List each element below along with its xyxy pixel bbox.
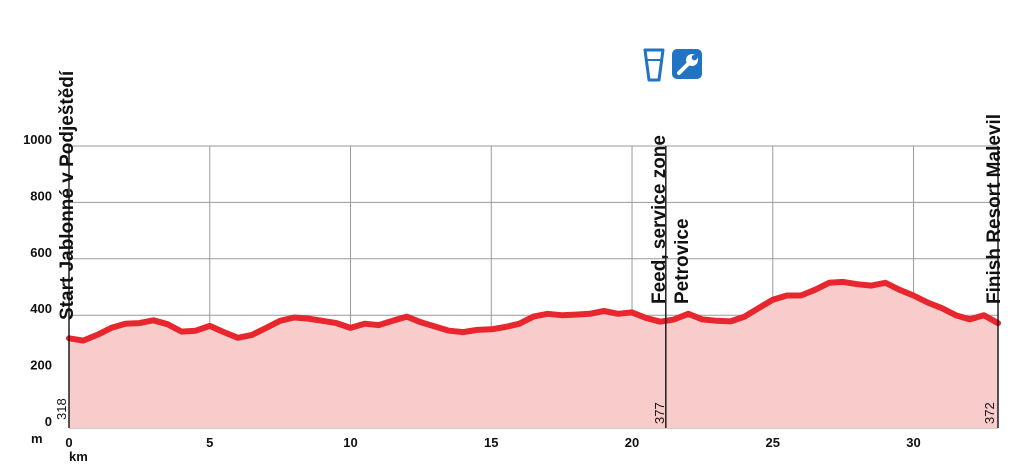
- y-tick-label: 200: [30, 358, 52, 373]
- finish-label: Finish Resort Malevil: [984, 114, 1005, 304]
- wrench-icon: [672, 49, 702, 79]
- x-tick-label: 5: [206, 435, 213, 450]
- finish-altitude: 372: [982, 402, 997, 424]
- y-tick-label: 800: [30, 188, 52, 203]
- y-tick-label: 1000: [23, 132, 52, 147]
- x-tick-label: 25: [766, 435, 780, 450]
- y-tick-label: 0: [45, 414, 52, 429]
- y-tick-label: 400: [30, 301, 52, 316]
- elevation-area: [69, 281, 998, 428]
- x-tick-label: 15: [484, 435, 498, 450]
- waypoint-lines: [68, 146, 999, 428]
- x-tick-label: 10: [343, 435, 357, 450]
- x-tick-label: 30: [906, 435, 920, 450]
- x-axis-ticks: 0 5 10 15 20 25 30: [65, 435, 920, 450]
- feed-zone-altitude: 377: [652, 402, 667, 424]
- y-axis-ticks: 0 200 400 600 800 1000: [23, 132, 52, 429]
- x-axis-unit: km: [69, 449, 88, 464]
- y-tick-label: 600: [30, 245, 52, 260]
- feed-zone-town-label: Petrovice: [672, 218, 693, 304]
- start-altitude: 318: [54, 398, 69, 420]
- elevation-line: [66, 278, 1001, 344]
- y-axis-unit: m: [31, 431, 43, 446]
- feed-zone-label: Feed, service zone: [649, 135, 670, 304]
- water-cup-icon: [643, 48, 665, 82]
- start-label: Start Jablonné v Podještědí: [57, 70, 78, 320]
- x-tick-label: 20: [625, 435, 639, 450]
- x-tick-label: 0: [65, 435, 72, 450]
